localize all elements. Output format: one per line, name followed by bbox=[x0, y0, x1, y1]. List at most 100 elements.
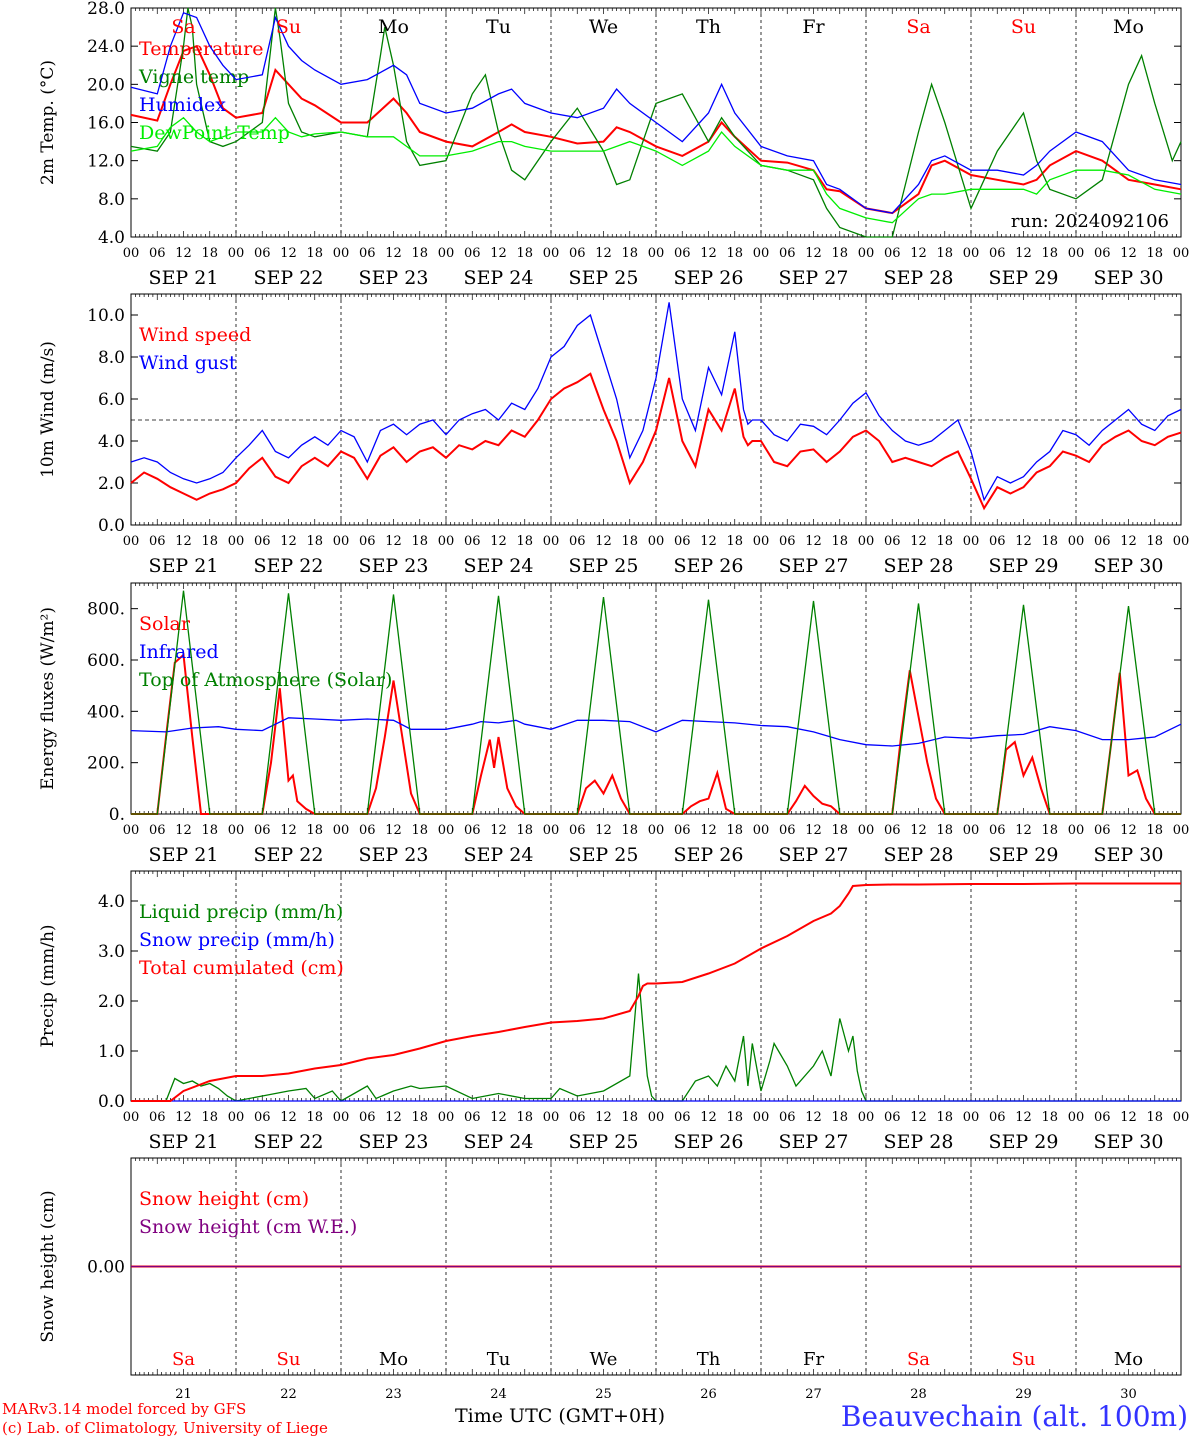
panel-3-hour-label: 12 bbox=[280, 1110, 297, 1125]
panel-2-hour-label: 12 bbox=[280, 823, 297, 838]
panel-2-hour-label: 18 bbox=[516, 823, 533, 838]
bottom-day-name: Su bbox=[277, 1349, 301, 1370]
panel-1-hour-label: 00 bbox=[858, 534, 875, 549]
panel-2-hour-label: 06 bbox=[989, 823, 1006, 838]
bottom-day-name: Fr bbox=[803, 1349, 824, 1370]
panel-1-hour-label: 06 bbox=[254, 534, 271, 549]
panel-3-hour-label: 12 bbox=[175, 1110, 192, 1125]
panel-0-hour-label: 18 bbox=[306, 246, 323, 261]
panel-1-legend-0: Wind speed bbox=[139, 324, 251, 346]
panel-0-y-tick-label: 20.0 bbox=[87, 75, 125, 95]
panel-3-hour-label: 06 bbox=[779, 1110, 796, 1125]
panel-0-legend-2: Humidex bbox=[139, 94, 226, 116]
panel-2-date-label: SEP 23 bbox=[359, 844, 429, 866]
panel-1-hour-label: 12 bbox=[280, 534, 297, 549]
panel-3-hour-label: 00 bbox=[228, 1110, 245, 1125]
panel-0-date-label: SEP 25 bbox=[569, 267, 639, 289]
panel-1-hour-label: 00 bbox=[648, 534, 665, 549]
panel-2-hour-label: 18 bbox=[306, 823, 323, 838]
panel-3-hour-label: 00 bbox=[858, 1110, 875, 1125]
panel-1-hour-label: 06 bbox=[359, 534, 376, 549]
panel-0-hour-label: 18 bbox=[201, 246, 218, 261]
panel-2-hour-label: 18 bbox=[726, 823, 743, 838]
bottom-day-name: Mo bbox=[379, 1349, 408, 1370]
panel-1-date-label: SEP 26 bbox=[674, 555, 744, 577]
panel-1-date-label: SEP 24 bbox=[464, 555, 534, 577]
panel-3-date-label: SEP 27 bbox=[779, 1131, 849, 1153]
panel-3-hour-label: 12 bbox=[910, 1110, 927, 1125]
bottom-day-number: 30 bbox=[1120, 1387, 1137, 1402]
panel-3-hour-label: 18 bbox=[1041, 1110, 1058, 1125]
panel-1-series-1-line bbox=[130, 302, 1182, 502]
x-axis-label: Time UTC (GMT+0H) bbox=[455, 1405, 666, 1427]
panel-1-date-label: SEP 21 bbox=[149, 555, 219, 577]
panel-0-hour-label: 18 bbox=[936, 246, 953, 261]
panel-2-hour-label: 12 bbox=[385, 823, 402, 838]
panel-3-hour-label: 00 bbox=[1068, 1110, 1085, 1125]
panel-3-date-label: SEP 29 bbox=[989, 1131, 1059, 1153]
panel-2-hour-label: 18 bbox=[1041, 823, 1058, 838]
panel-1-hour-label: 18 bbox=[201, 534, 218, 549]
panel-3-hour-label: 00 bbox=[1173, 1110, 1190, 1125]
panel-1-hour-label: 18 bbox=[621, 534, 638, 549]
panel-2-hour-label: 00 bbox=[438, 823, 455, 838]
bottom-day-name: Tu bbox=[487, 1349, 511, 1370]
panel-0-series-1-line bbox=[130, 7, 1182, 238]
panel-3-date-label: SEP 23 bbox=[359, 1131, 429, 1153]
station-title: Beauvechain (alt. 100m) bbox=[840, 1400, 1188, 1433]
panel-3-hour-label: 12 bbox=[805, 1110, 822, 1125]
panel-1-hour-label: 06 bbox=[884, 534, 901, 549]
panel-1-hour-label: 00 bbox=[333, 534, 350, 549]
panel-0-hour-label: 12 bbox=[1015, 246, 1032, 261]
panel-3-hour-label: 06 bbox=[1094, 1110, 1111, 1125]
panel-3-hour-label: 12 bbox=[490, 1110, 507, 1125]
panel-2-hour-label: 06 bbox=[884, 823, 901, 838]
panel-3-hour-label: 18 bbox=[831, 1110, 848, 1125]
panel-1-hour-label: 12 bbox=[595, 534, 612, 549]
panel-2-y-tick-label: 600. bbox=[87, 651, 125, 671]
panel-2-date-label: SEP 30 bbox=[1094, 844, 1164, 866]
panel-1-hour-label: 00 bbox=[123, 534, 140, 549]
panel-0-day-name: Sa bbox=[171, 16, 195, 38]
panel-0-legend-0: Temperature bbox=[139, 38, 263, 60]
panel-2-hour-label: 18 bbox=[411, 823, 428, 838]
panel-1-hour-label: 00 bbox=[753, 534, 770, 549]
panel-1-legend-1: Wind gust bbox=[139, 352, 237, 374]
panel-1-hour-label: 06 bbox=[989, 534, 1006, 549]
panel-0-hour-label: 18 bbox=[411, 246, 428, 261]
bottom-day-name: Mo bbox=[1114, 1349, 1143, 1370]
panel-2-legend-0: Solar bbox=[139, 613, 191, 635]
panel-1-y-tick-label: 0.0 bbox=[98, 516, 125, 536]
panel-2-hour-label: 06 bbox=[1094, 823, 1111, 838]
panel-2-hour-label: 18 bbox=[621, 823, 638, 838]
panel-3-date-label: SEP 25 bbox=[569, 1131, 639, 1153]
panel-2-hour-label: 00 bbox=[1068, 823, 1085, 838]
panel-0-hour-label: 00 bbox=[753, 246, 770, 261]
panel-1-y-tick-label: 8.0 bbox=[98, 348, 125, 368]
panel-2-date-label: SEP 27 bbox=[779, 844, 849, 866]
panel-1-hour-label: 06 bbox=[779, 534, 796, 549]
panel-3-hour-label: 00 bbox=[333, 1110, 350, 1125]
panel-1-date-label: SEP 30 bbox=[1094, 555, 1164, 577]
panel-2-y-tick-label: 400. bbox=[87, 702, 125, 722]
panel-0-hour-label: 06 bbox=[779, 246, 796, 261]
bottom-day-name: We bbox=[590, 1349, 618, 1370]
panel-3-hour-label: 12 bbox=[1120, 1110, 1137, 1125]
panel-3-y-tick-label: 4.0 bbox=[98, 892, 125, 912]
panel-0-hour-label: 18 bbox=[1146, 246, 1163, 261]
panel-1-y-tick-label: 2.0 bbox=[98, 474, 125, 494]
panel-2-series-2-line bbox=[131, 590, 1181, 815]
panel-1-hour-label: 06 bbox=[149, 534, 166, 549]
panel-0-hour-label: 00 bbox=[228, 246, 245, 261]
panel-0-hour-label: 06 bbox=[359, 246, 376, 261]
bottom-day-name: Th bbox=[697, 1349, 721, 1370]
panel-4-legend-1: Snow height (cm W.E.) bbox=[139, 1216, 357, 1238]
panel-3-y-tick-label: 1.0 bbox=[98, 1042, 125, 1062]
bottom-day-name: Sa bbox=[907, 1349, 930, 1370]
panel-0-hour-label: 00 bbox=[123, 246, 140, 261]
panel-3-hour-label: 18 bbox=[1146, 1110, 1163, 1125]
panel-0-hour-label: 06 bbox=[989, 246, 1006, 261]
bottom-day-name: Su bbox=[1012, 1349, 1036, 1370]
panel-0-date-label: SEP 23 bbox=[359, 267, 429, 289]
